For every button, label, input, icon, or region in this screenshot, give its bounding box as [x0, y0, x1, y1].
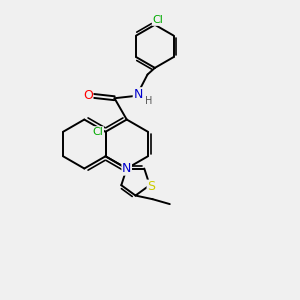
Text: S: S [147, 180, 155, 193]
Text: N: N [122, 162, 131, 175]
Text: Cl: Cl [152, 15, 163, 25]
Text: O: O [83, 89, 93, 102]
Text: N: N [133, 88, 143, 101]
Text: H: H [146, 96, 153, 106]
Text: Cl: Cl [93, 127, 104, 137]
